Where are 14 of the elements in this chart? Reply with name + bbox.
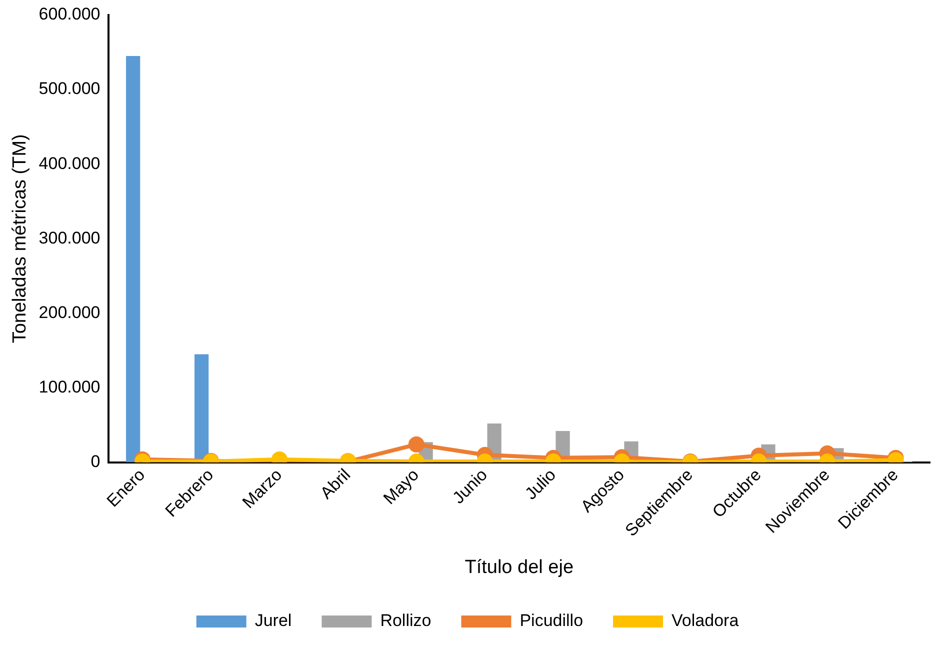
- legend-label: Voladora: [672, 611, 740, 630]
- y-tick-label: 300.000: [38, 228, 100, 248]
- x-tick-label: Julio: [521, 465, 560, 504]
- y-tick-label: 500.000: [38, 79, 100, 98]
- y-tick-label: 0: [90, 452, 100, 471]
- legend-label: Rollizo: [380, 611, 432, 630]
- y-tick-label: 400.000: [38, 154, 100, 173]
- x-axis-title: Título del eje: [464, 556, 574, 578]
- y-axis-title: Toneladas métricas (TM): [10, 134, 31, 344]
- legend-label: Jurel: [254, 611, 292, 630]
- y-tick-label: 200.000: [38, 302, 100, 322]
- y-tick-label: 600.000: [38, 4, 100, 24]
- y-tick-label: 100.000: [38, 377, 100, 396]
- legend-label: Picudillo: [520, 611, 584, 630]
